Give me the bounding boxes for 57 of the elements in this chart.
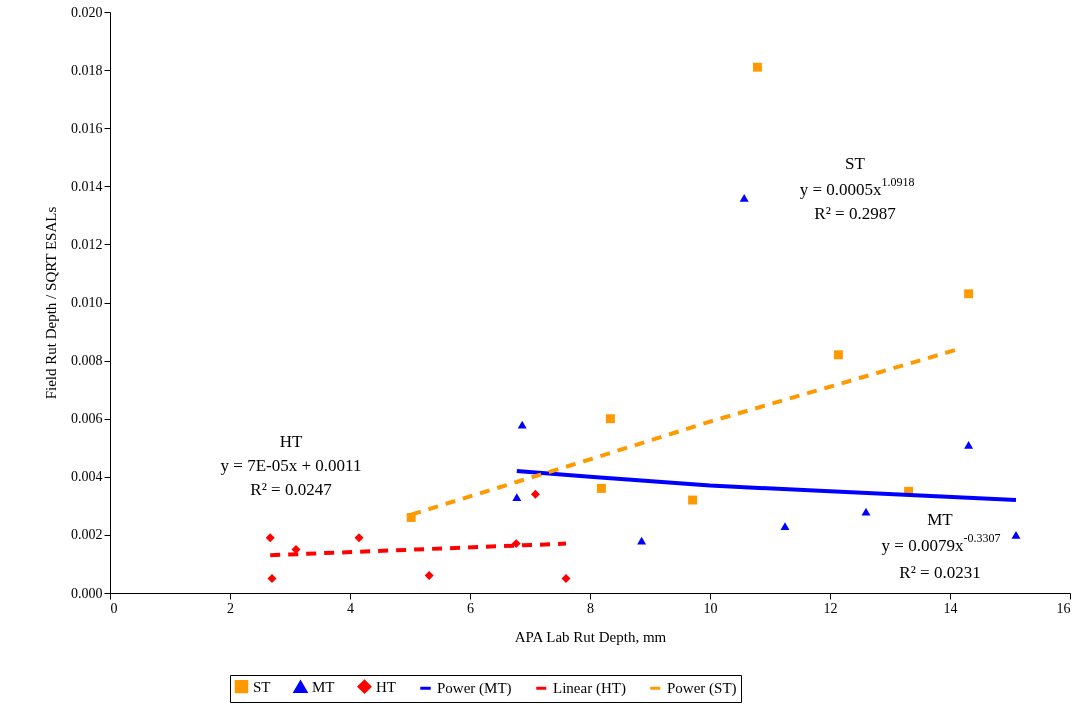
- point: [637, 536, 647, 545]
- y-axis-title: Field Rut Depth / SQRT ESALs: [43, 206, 59, 400]
- y-tick-label: 0.006: [71, 411, 103, 427]
- x-axis-title: APA Lab Rut Depth, mm: [514, 628, 667, 645]
- annotation: HT: [279, 432, 303, 451]
- point: [561, 574, 571, 583]
- point: [512, 493, 522, 502]
- legend-label: Power (MT): [437, 680, 512, 698]
- x-tick-label: 8: [587, 600, 594, 616]
- y-tick-label: 0.004: [71, 469, 103, 485]
- legend-label: Power (ST): [667, 680, 737, 698]
- annotation: R² = 0.0231: [899, 563, 981, 582]
- point: [354, 533, 364, 543]
- point: [752, 62, 762, 72]
- point: [265, 533, 275, 543]
- annotation: R² = 0.0247: [250, 480, 333, 499]
- x-tick-label: 2: [227, 600, 234, 616]
- point: [1011, 531, 1021, 539]
- y-tick-label: 0.010: [71, 295, 103, 310]
- line-series: [514, 468, 1018, 503]
- point: [688, 495, 698, 505]
- legend-label: ST: [253, 678, 271, 695]
- point: [267, 574, 277, 583]
- y-tick-label: 0.020: [71, 4, 103, 20]
- legend-label: MT: [312, 678, 335, 695]
- annotation: ST: [845, 154, 866, 173]
- point: [861, 507, 871, 516]
- x-tick-label: 6: [467, 600, 474, 616]
- x-tick-label: 4: [347, 600, 354, 616]
- point: [964, 440, 974, 449]
- annotation: MT: [927, 510, 954, 529]
- y-tick-label: 0.008: [71, 353, 103, 369]
- x-tick-label: 16: [1056, 600, 1071, 616]
- annotation: R² = 0.2987: [814, 204, 897, 223]
- point: [780, 522, 790, 531]
- x-tick-label: 10: [703, 600, 718, 616]
- x-tick-label: 14: [943, 600, 958, 616]
- y-tick-label: 0.000: [71, 585, 103, 601]
- legend-label: Linear (HT): [553, 680, 626, 698]
- point: [964, 289, 974, 299]
- point: [605, 414, 615, 424]
- y-tick-label: 0.018: [71, 62, 103, 78]
- point: [291, 544, 301, 554]
- point: [511, 539, 521, 549]
- y-tick-label: 0.016: [71, 120, 103, 136]
- annotation: y = 7E-05x + 0.0011: [220, 456, 362, 475]
- x-tick-label: 0: [110, 600, 118, 616]
- x-tick-label: 12: [823, 600, 838, 616]
- point: [739, 194, 749, 202]
- point: [530, 489, 540, 499]
- y-tick-label: 0.002: [71, 527, 103, 543]
- legend-label: HT: [376, 678, 396, 695]
- y-tick-label: 0.012: [71, 236, 103, 252]
- point: [596, 483, 606, 493]
- y-tick-label: 0.014: [71, 178, 103, 194]
- point: [424, 571, 434, 581]
- point: [833, 350, 843, 360]
